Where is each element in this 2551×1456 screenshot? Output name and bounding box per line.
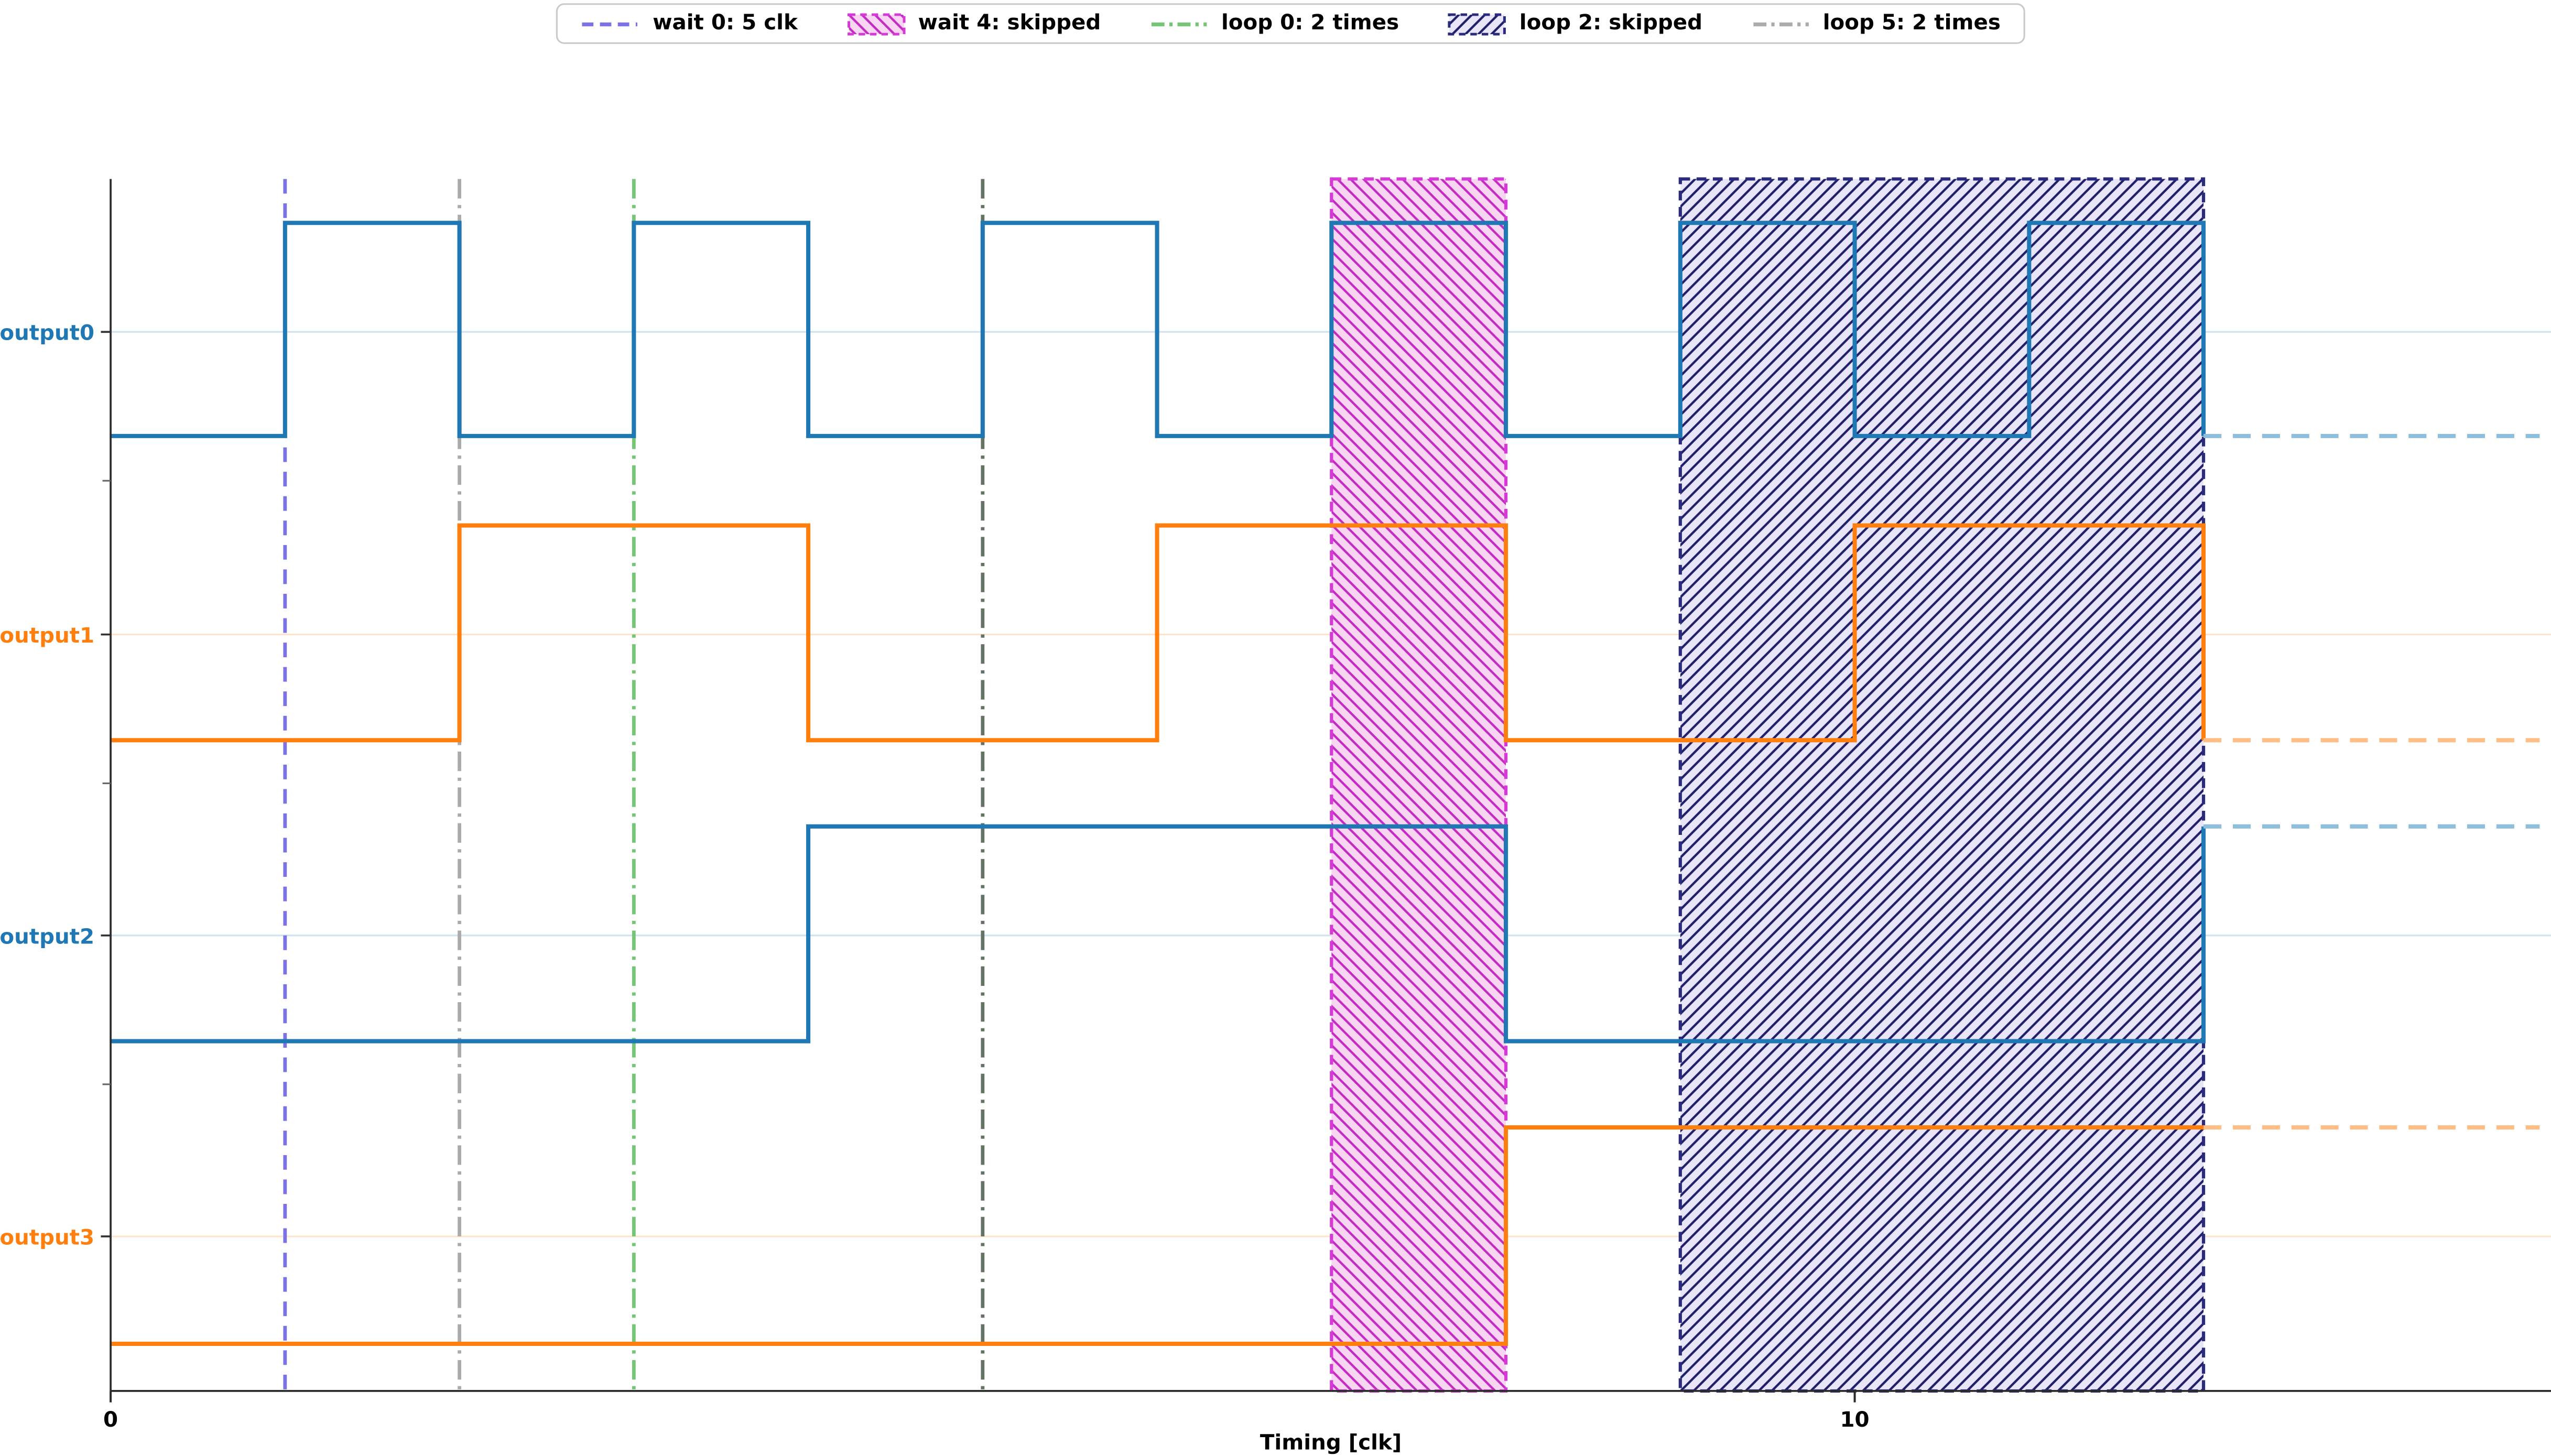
signal-output2: output2 [0,824,2540,1044]
region-hatch [1331,179,1506,1391]
x-axis-label: Timing [clk] [1260,1430,1402,1455]
legend-item-loop-2-skipped: loop 2: skipped [1448,12,1702,36]
legend-item-loop-0-2-times: loop 0: 2 times [1149,12,1399,36]
legend-line-swatch [1753,21,1808,26]
y-label-output1: output1 [0,623,94,648]
signal-trace [111,221,2206,438]
y-label-output3: output3 [0,1225,94,1250]
legend-item-label: wait 0: 5 clk [653,11,798,36]
legend-item-loop-5-2-times: loop 5: 2 times [1751,12,2001,36]
x-tick-label-10: 10 [1840,1407,1869,1432]
signal-output3: output3 [0,1125,2540,1346]
legend-patch [846,12,905,35]
region-border [1678,177,2206,1393]
legend-line-swatch [1151,21,1207,26]
legend-patch-swatch [846,12,905,35]
legend: wait 0: 5 clk wait 4: skipped loop 0: 2 ti… [557,3,2025,44]
signal-trace [111,523,2206,743]
axes: 0 10 Timing [clk] [102,179,2551,1455]
y-label-output2: output2 [0,924,94,949]
legend-patch [848,14,904,34]
legend-patch [1449,14,1505,34]
x-tick-label-0: 0 [103,1407,118,1432]
region-loop-2-skipped [1678,177,2206,1393]
y-label-output0: output0 [0,321,94,345]
legend-item-label: wait 4: skipped [918,11,1101,36]
legend-item-label: loop 0: 2 times [1221,11,1399,36]
signal-output1: output1 [0,523,2540,743]
legend-item-wait-4-skipped: wait 4: skipped [846,12,1101,36]
legend-line-swatch [582,21,638,26]
legend-item-wait-0-5-clk: wait 0: 5 clk [581,12,798,36]
region-wait-4-skipped [1330,177,1508,1393]
region-hatch [1680,179,2204,1391]
legend-item-label: loop 2: skipped [1519,11,1702,36]
legend-item-label: loop 5: 2 times [1822,11,2001,36]
signal-trace [111,824,2206,1044]
legend-patch-swatch [1448,12,1506,35]
signal-trace [111,1125,2204,1346]
signal-output0: output0 [0,221,2540,438]
